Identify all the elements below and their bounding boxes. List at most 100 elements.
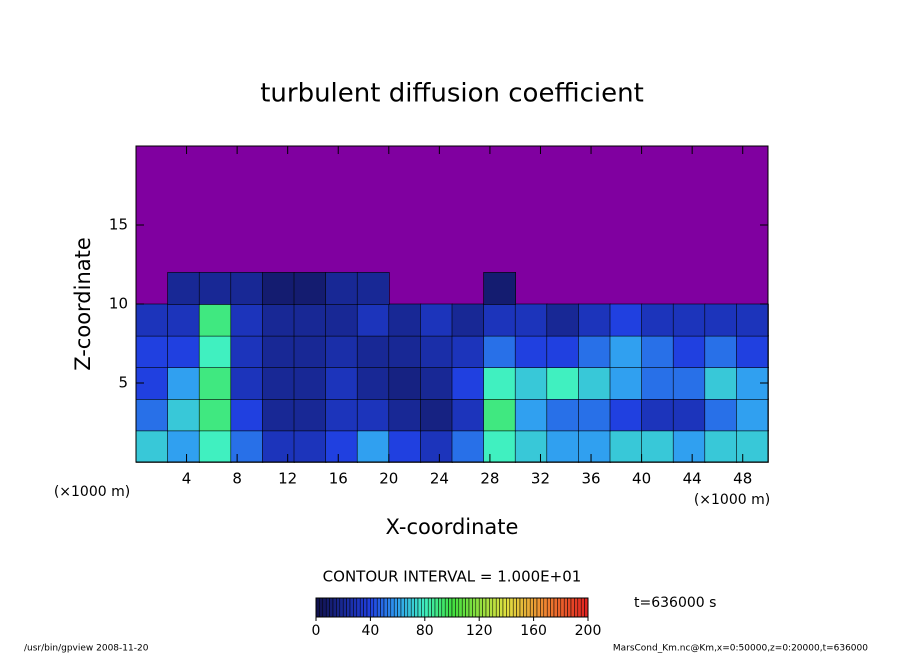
colorbar-stripe: [574, 597, 579, 618]
x-tick-label: 24: [430, 470, 449, 488]
colorbar-stripe: [499, 597, 504, 618]
colorbar-stripe: [512, 597, 517, 618]
colorbar-stripe: [540, 597, 545, 618]
heatmap-cell: [736, 430, 769, 463]
heatmap-cell: [578, 303, 611, 337]
heatmap-cell: [609, 430, 643, 463]
colorbar-stripe: [353, 597, 358, 618]
colorbar-stripe: [580, 597, 585, 618]
heatmap-cell: [672, 430, 706, 463]
heatmap-cell: [609, 303, 643, 337]
colorbar-stripe: [424, 597, 429, 618]
heatmap-cell: [672, 398, 706, 432]
colorbar-stripe: [536, 597, 541, 618]
colorbar-stripe: [455, 597, 460, 618]
heatmap-cell: [736, 303, 769, 337]
heatmap-cell: [198, 398, 232, 432]
heatmap-cell: [609, 335, 643, 369]
heatmap-cell: [420, 430, 453, 463]
heatmap-cell: [293, 430, 327, 463]
colorbar-stripe: [461, 597, 466, 618]
heatmap-cell: [293, 366, 327, 400]
colorbar-stripe: [489, 597, 494, 618]
heatmap-cell: [451, 303, 485, 337]
colorbar-stripe: [523, 597, 528, 618]
x-tick-label: 12: [278, 470, 297, 488]
heatmap-cell: [356, 335, 390, 369]
heatmap-cell: [388, 398, 422, 432]
heatmap-cell: [388, 430, 422, 463]
heatmap-cell: [388, 303, 422, 337]
colorbar-stripe: [472, 597, 477, 618]
heatmap-cell: [198, 430, 232, 463]
colorbar-stripe: [417, 597, 422, 618]
heatmap-cell: [198, 272, 232, 305]
heatmap-cell: [230, 303, 264, 337]
colorbar-stripe: [336, 597, 341, 618]
heatmap-cell: [325, 366, 359, 400]
heatmap-cell: [609, 398, 643, 432]
colorbar-stripe: [482, 597, 487, 618]
heatmap-cell: [230, 430, 264, 463]
heatmap-cell: [356, 303, 390, 337]
colorbar-stripe: [332, 597, 337, 618]
heatmap-cell: [420, 303, 453, 337]
colorbar-stripe: [584, 597, 589, 618]
colorbar-stripe: [373, 597, 378, 618]
heatmap-cell: [736, 335, 769, 369]
heatmap-cell: [325, 335, 359, 369]
heatmap-cell: [514, 430, 548, 463]
heatmap-cell: [704, 335, 738, 369]
x-tick-label: 36: [581, 470, 600, 488]
heatmap-cell: [672, 366, 706, 400]
heatmap-cell: [609, 366, 643, 400]
heatmap-cell: [546, 430, 580, 463]
heatmap-cell: [325, 272, 359, 305]
heatmap-cell: [641, 430, 674, 463]
colorbar-stripe: [475, 597, 480, 618]
colorbar-stripe: [322, 597, 327, 618]
colorbar-stripe: [529, 597, 534, 618]
heatmap-cell: [483, 303, 517, 337]
colorbar-stripe: [393, 597, 398, 618]
colorbar-stripe: [570, 597, 575, 618]
heatmap-cell: [198, 366, 232, 400]
heatmap-cell: [704, 303, 738, 337]
colorbar-stripe: [329, 597, 334, 618]
heatmap-cell: [293, 272, 327, 305]
heatmap-cell: [167, 366, 201, 400]
y-tick-label: 5: [118, 374, 128, 392]
heatmap-cell: [578, 398, 611, 432]
heatmap-cell: [451, 398, 485, 432]
heatmap-cell: [578, 430, 611, 463]
colorbar-stripe: [543, 597, 548, 618]
heatmap-cell: [293, 398, 327, 432]
y-tick-label: 15: [109, 216, 128, 234]
chart-title: turbulent diffusion coefficient: [260, 79, 644, 109]
heatmap-cell: [167, 272, 201, 305]
heatmap-cell: [420, 335, 453, 369]
colorbar-stripe: [410, 597, 415, 618]
heatmap-cell: [167, 335, 201, 369]
colorbar-stripe: [404, 597, 409, 618]
heatmap-cell: [514, 303, 548, 337]
x-unit-label: (×1000 m): [694, 492, 770, 508]
heatmap-cell: [483, 366, 517, 400]
heatmap-cell: [546, 335, 580, 369]
colorbar-stripe: [376, 597, 381, 618]
colorbar-stripe: [478, 597, 483, 618]
colorbar-stripe: [407, 597, 412, 618]
colorbar-tick-label: 0: [312, 623, 321, 639]
heatmap-cell: [451, 335, 485, 369]
heatmap-cell: [293, 335, 327, 369]
colorbar-stripe: [366, 597, 371, 618]
colorbar-stripe: [550, 597, 555, 618]
colorbar-stripe: [390, 597, 395, 618]
colorbar-stripe: [465, 597, 470, 618]
heatmap-cell: [514, 335, 548, 369]
heatmap-cell: [451, 430, 485, 463]
heatmap-cell: [230, 366, 264, 400]
colorbar-stripe: [526, 597, 531, 618]
colorbar-stripe: [414, 597, 419, 618]
heatmap-cell: [546, 303, 580, 337]
